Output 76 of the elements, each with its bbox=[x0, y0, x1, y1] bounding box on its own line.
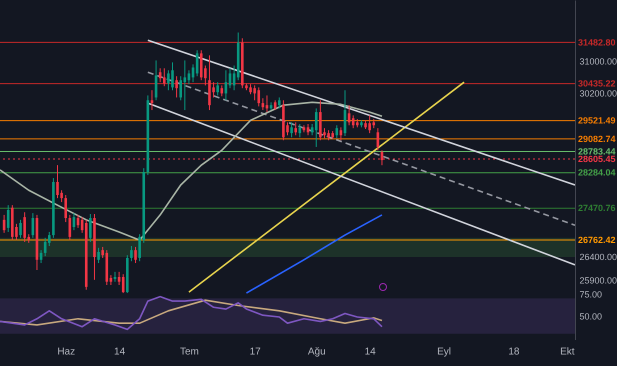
candlestick bbox=[175, 76, 178, 98]
candlestick bbox=[184, 60, 186, 111]
candlestick bbox=[298, 124, 302, 138]
candlestick bbox=[314, 108, 318, 148]
candlestick bbox=[64, 194, 68, 223]
y-tick-label: 50.00 bbox=[580, 312, 602, 322]
candlestick bbox=[179, 76, 182, 101]
candlestick bbox=[220, 84, 224, 97]
candlestick bbox=[32, 212, 34, 238]
candlestick bbox=[368, 114, 371, 134]
ref-line-label: 30435.22 bbox=[578, 78, 616, 89]
y-tick-label: 31000.00 bbox=[580, 56, 617, 67]
candlestick bbox=[188, 70, 190, 85]
ref-line-label: 27470.76 bbox=[578, 203, 616, 214]
candlestick bbox=[249, 84, 252, 95]
y-tick-label: 30200.00 bbox=[580, 88, 617, 99]
candlestick bbox=[154, 60, 158, 101]
candlestick bbox=[224, 70, 228, 101]
y-tick-label: 75.00 bbox=[580, 290, 602, 300]
candlestick bbox=[376, 128, 380, 151]
candlestick bbox=[23, 212, 26, 242]
x-tick-label: Tem bbox=[180, 346, 199, 358]
ref-line-label: 31482.80 bbox=[578, 37, 616, 48]
x-tick-label: 17 bbox=[250, 346, 262, 358]
x-tick-label: Eyl bbox=[437, 346, 452, 358]
candlestick bbox=[76, 214, 80, 228]
x-tick-label: 18 bbox=[508, 346, 520, 358]
candlestick bbox=[335, 124, 338, 139]
candlestick bbox=[290, 122, 293, 138]
candlestick bbox=[266, 94, 268, 113]
candlestick bbox=[348, 104, 350, 126]
candlestick bbox=[134, 246, 137, 264]
candlestick bbox=[114, 271, 116, 282]
candlestick bbox=[40, 250, 42, 264]
y-tick-label: 25900.00 bbox=[580, 275, 617, 286]
candlestick bbox=[44, 237, 46, 257]
candlestick bbox=[68, 214, 72, 241]
ref-line-label: 26762.42 bbox=[578, 234, 616, 245]
candlestick bbox=[294, 122, 298, 136]
candlestick bbox=[89, 214, 92, 242]
candlestick bbox=[327, 130, 330, 141]
candlestick bbox=[56, 164, 59, 199]
candlestick bbox=[6, 204, 10, 232]
ref-line-label: 29082.74 bbox=[578, 134, 616, 144]
x-tick-label: Haz bbox=[57, 346, 76, 358]
candlestick bbox=[171, 62, 174, 91]
candlestick bbox=[72, 212, 76, 231]
candlestick bbox=[196, 50, 198, 77]
candlestick bbox=[158, 68, 162, 83]
candlestick bbox=[130, 246, 133, 262]
candlestick bbox=[216, 82, 219, 96]
x-tick-label: 14 bbox=[114, 346, 126, 358]
ref-line-label: 29521.49 bbox=[578, 116, 616, 126]
x-tick-label: Ağu bbox=[308, 346, 326, 358]
candlestick bbox=[19, 219, 22, 238]
candlestick bbox=[162, 68, 166, 87]
candlestick bbox=[150, 90, 154, 111]
candlestick bbox=[306, 124, 310, 136]
ref-line-label: 28605.45 bbox=[578, 154, 616, 164]
x-tick-label: Ekt bbox=[560, 346, 575, 358]
candlestick bbox=[97, 247, 100, 264]
candlestick bbox=[262, 98, 264, 111]
ref-line-label: 28783.44 bbox=[578, 146, 616, 156]
candlestick bbox=[274, 100, 276, 111]
candlestick bbox=[344, 90, 346, 137]
ref-line-label: 28284.04 bbox=[578, 168, 616, 178]
x-tick-label: 14 bbox=[364, 346, 376, 358]
candlestick bbox=[340, 126, 342, 141]
candlestick bbox=[2, 214, 6, 234]
line-series bbox=[246, 214, 383, 294]
candlestick bbox=[257, 86, 260, 107]
candlestick bbox=[167, 70, 170, 91]
y-tick-label: 26400.00 bbox=[580, 252, 617, 262]
candlestick bbox=[122, 274, 125, 294]
candlestick bbox=[352, 114, 355, 129]
candlestick bbox=[253, 84, 256, 101]
